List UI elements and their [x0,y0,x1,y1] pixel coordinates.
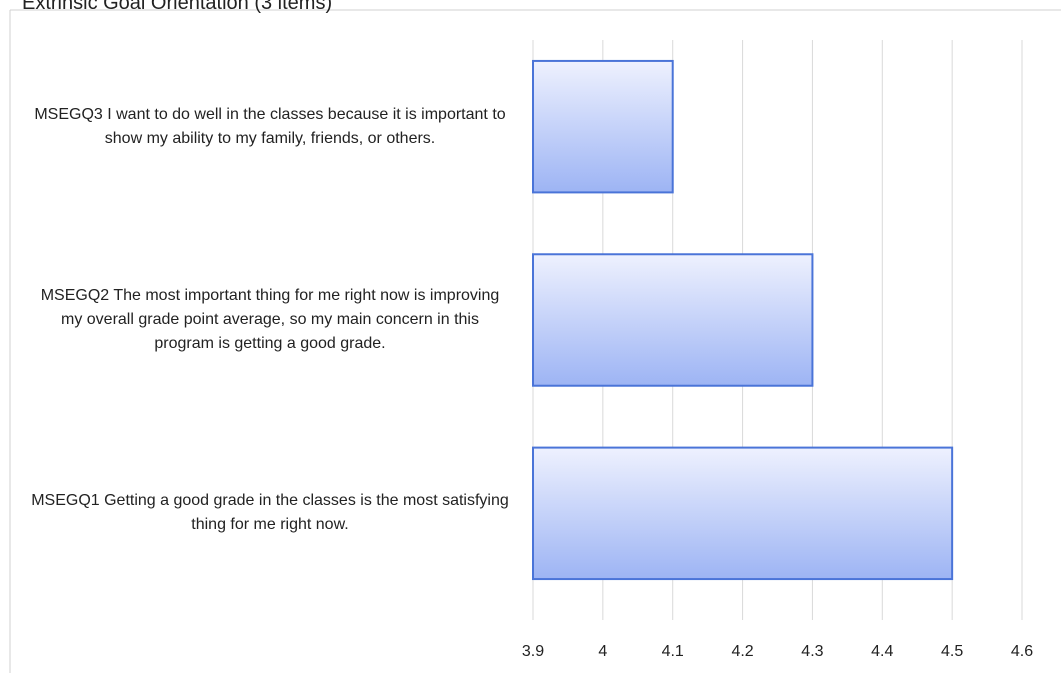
x-tick-label: 4.4 [871,643,893,660]
y-tick-label: MSEGQ3 I want to do well in the classes … [34,105,506,147]
x-tick-label: 4.3 [801,643,823,660]
y-tick-label: MSEGQ2 The most important thing for me r… [40,287,500,352]
chart-title: Extrinsic Goal Orientation (3 items) [22,0,333,14]
bar [532,253,814,387]
x-tick-label: 4.2 [731,643,753,660]
x-tick-label: 4 [598,643,607,660]
bar [532,59,674,194]
x-tick-label: 4.6 [1011,643,1033,660]
bar [532,446,954,581]
y-tick-label: MSEGQ1 Getting a good grade in the class… [31,492,509,534]
x-tick-label: 4.5 [941,643,963,660]
x-tick-label: 4.1 [662,643,684,660]
x-tick-label: 3.9 [522,643,544,660]
